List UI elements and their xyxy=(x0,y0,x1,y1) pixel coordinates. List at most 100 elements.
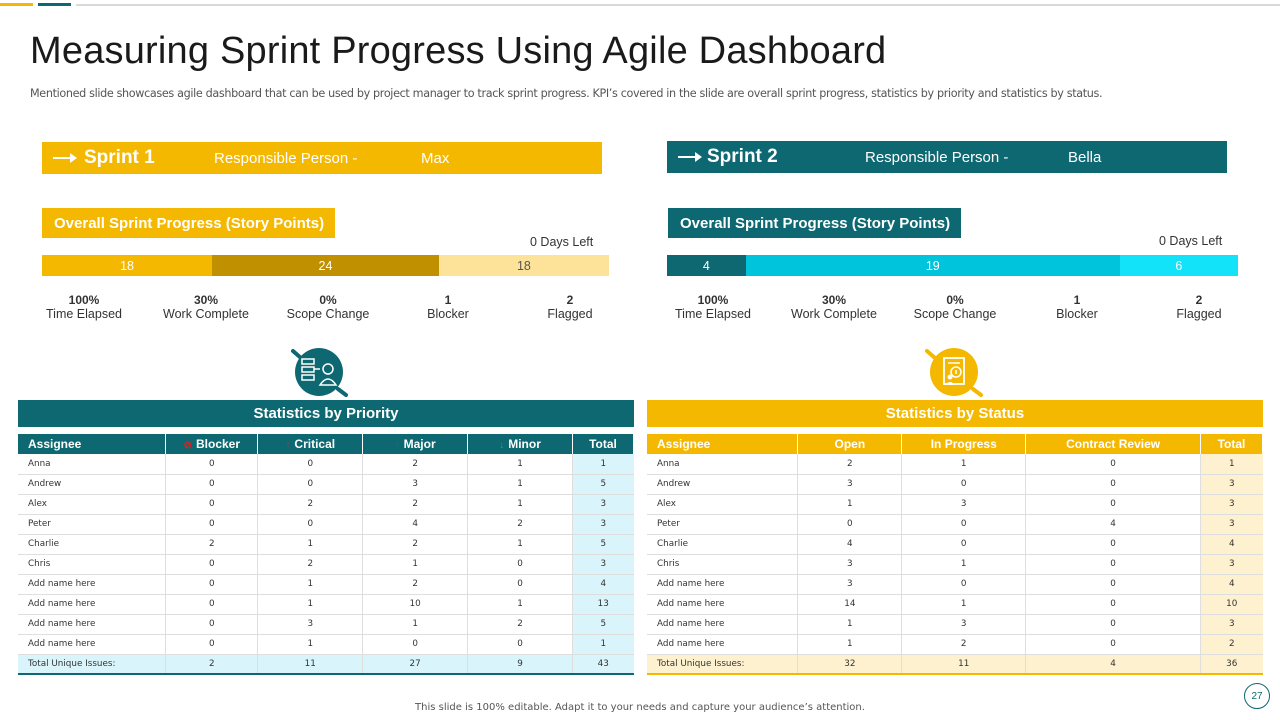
value-cell: 4 xyxy=(572,574,634,595)
progress-segment: 4 xyxy=(667,255,746,276)
value-cell: 0 xyxy=(165,554,259,575)
assignee-cell: Add name here xyxy=(647,614,799,635)
value-cell: 1 xyxy=(901,554,1027,575)
value-cell: 0 xyxy=(467,574,573,595)
value-cell: 3 xyxy=(1200,474,1263,495)
priority-table-header: Assignee ⊘ Blocker ↑ Critical ↑ Major ↓ Minor Tot… xyxy=(18,434,635,454)
kpi-item: 0% Scope Change xyxy=(900,293,1010,321)
value-cell: 0 xyxy=(165,494,259,515)
kpi-label: Blocker xyxy=(427,307,469,321)
value-cell: 0 xyxy=(1025,574,1202,595)
page-subtitle: Mentioned slide showcases agile dashboar… xyxy=(30,87,1103,100)
sprint-1-days-left: 0 Days Left xyxy=(530,235,594,249)
value-cell: 3 xyxy=(572,554,634,575)
kpi-value: 0% xyxy=(946,293,964,307)
assignee-cell: Add name here xyxy=(647,634,799,655)
value-cell: 0 xyxy=(257,514,364,535)
table-row: Add name here 0 3 1 2 5 xyxy=(18,614,634,635)
assignee-cell: Peter xyxy=(647,514,799,535)
kpi-label: Flagged xyxy=(1176,307,1222,321)
value-cell: 1 xyxy=(257,534,364,555)
value-cell: 2 xyxy=(1200,634,1263,655)
value-cell: 0 xyxy=(1025,554,1202,575)
value-cell: 1 xyxy=(901,454,1027,475)
assignee-cell: Add name here xyxy=(18,634,167,655)
value-cell: 2 xyxy=(797,454,903,475)
value-cell: 2 xyxy=(257,494,364,515)
table-row: Peter 0 0 4 2 3 xyxy=(18,514,634,535)
column-header: In Progress xyxy=(901,434,1027,454)
total-value: 43 xyxy=(572,654,634,675)
table-row: Add name here 3 0 0 4 xyxy=(647,574,1263,595)
value-cell: 3 xyxy=(797,474,903,495)
value-cell: 4 xyxy=(362,514,469,535)
value-cell: 5 xyxy=(572,474,634,495)
column-header-label: Blocker xyxy=(196,437,241,451)
table-row: Alex 0 2 2 1 3 xyxy=(18,494,634,515)
table-row: Anna 2 1 0 1 xyxy=(647,454,1263,475)
table-row: Chris 0 2 1 0 3 xyxy=(18,554,634,575)
kpi-value: 1 xyxy=(1073,293,1081,307)
value-cell: 1 xyxy=(467,534,573,555)
sprint-2-responsible-label: Responsible Person - xyxy=(865,148,1009,166)
column-header-label: Assignee xyxy=(28,437,82,451)
arrow-right-icon xyxy=(52,148,82,169)
value-cell: 10 xyxy=(1200,594,1263,615)
blocker-priority-icon: ⊘ xyxy=(183,440,192,451)
progress-segment: 19 xyxy=(745,255,1120,276)
total-value: 27 xyxy=(362,654,469,675)
kpi-value: 1 xyxy=(444,293,452,307)
value-cell: 0 xyxy=(901,514,1027,535)
sprint-1-responsible-label: Responsible Person - xyxy=(214,149,358,167)
column-header-label: Contract Review xyxy=(1066,437,1161,451)
team-chart-icon xyxy=(291,345,348,397)
assignee-cell: Charlie xyxy=(647,534,799,555)
column-header-label: Total xyxy=(1217,437,1246,451)
total-row: Total Unique Issues: 2 11 27 9 43 xyxy=(18,654,634,675)
column-header-label: Critical xyxy=(294,437,336,451)
value-cell: 13 xyxy=(572,594,634,615)
minor-priority-icon: ↓ xyxy=(499,440,505,451)
value-cell: 0 xyxy=(1025,614,1202,635)
value-cell: 1 xyxy=(362,614,469,635)
column-header: ↓ Minor xyxy=(467,434,573,454)
value-cell: 1 xyxy=(257,634,364,655)
status-panel-title: Statistics by Status xyxy=(647,400,1263,427)
total-row: Total Unique Issues: 32 11 4 36 xyxy=(647,654,1263,675)
assignee-cell: Add name here xyxy=(647,574,799,595)
value-cell: 1 xyxy=(797,614,903,635)
value-cell: 2 xyxy=(901,634,1027,655)
kpi-item: 0% Scope Change xyxy=(273,293,383,321)
total-value: 32 xyxy=(797,654,903,675)
value-cell: 0 xyxy=(362,634,469,655)
assignee-cell: Anna xyxy=(647,454,799,475)
value-cell: 2 xyxy=(165,534,259,555)
value-cell: 4 xyxy=(1200,534,1263,555)
value-cell: 0 xyxy=(165,474,259,495)
value-cell: 1 xyxy=(467,594,573,615)
sprint-2-banner: Sprint 2 Responsible Person - Bella xyxy=(667,141,1227,173)
value-cell: 1 xyxy=(467,454,573,475)
sprint-1-responsible-name: Max xyxy=(421,149,450,167)
value-cell: 3 xyxy=(362,474,469,495)
value-cell: 3 xyxy=(1200,614,1263,635)
value-cell: 0 xyxy=(165,454,259,475)
value-cell: 0 xyxy=(257,474,364,495)
assignee-cell: Chris xyxy=(18,554,167,575)
sprint-1-progress-title: Overall Sprint Progress (Story Points) xyxy=(42,208,335,238)
kpi-value: 2 xyxy=(566,293,574,307)
table-row: Alex 1 3 0 3 xyxy=(647,494,1263,515)
value-cell: 0 xyxy=(901,474,1027,495)
total-label: Total Unique Issues: xyxy=(18,654,167,675)
column-header: ⊘ Blocker xyxy=(165,434,259,454)
column-header: ↑ Critical xyxy=(257,434,364,454)
value-cell: 0 xyxy=(1025,634,1202,655)
value-cell: 3 xyxy=(1200,494,1263,515)
value-cell: 0 xyxy=(165,614,259,635)
value-cell: 4 xyxy=(1025,514,1202,535)
value-cell: 0 xyxy=(901,574,1027,595)
table-row: Peter 0 0 4 3 xyxy=(647,514,1263,535)
assignee-cell: Anna xyxy=(18,454,167,475)
value-cell: 1 xyxy=(362,554,469,575)
value-cell: 0 xyxy=(257,454,364,475)
